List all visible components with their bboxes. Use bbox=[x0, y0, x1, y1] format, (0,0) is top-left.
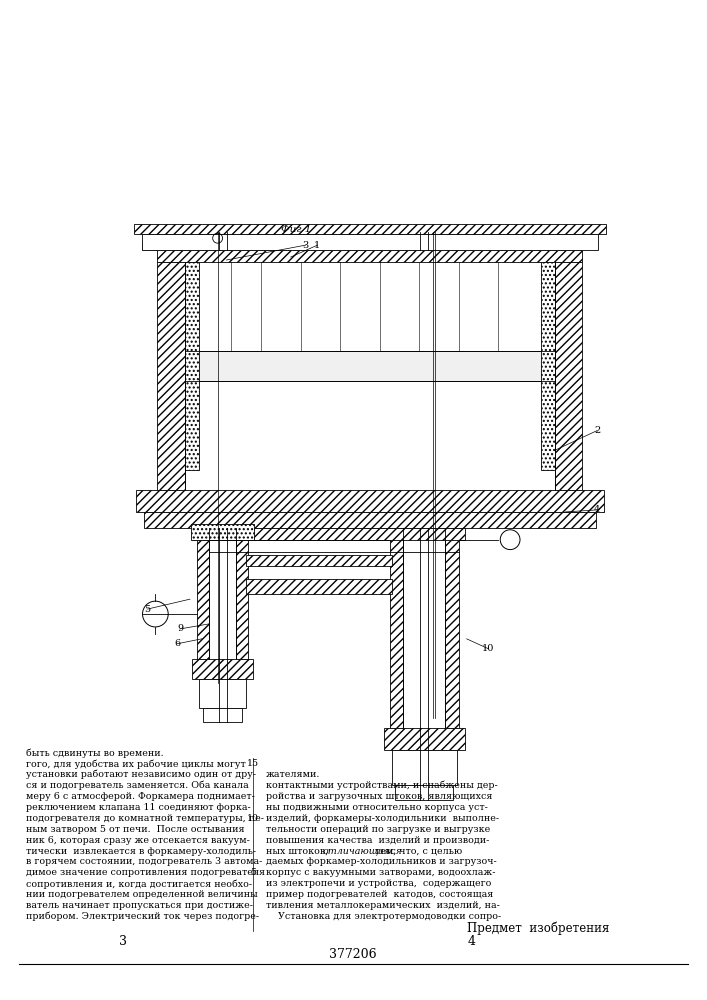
Bar bbox=[279, 242, 303, 250]
Text: 3: 3 bbox=[119, 935, 127, 948]
Text: ся и подогреватель заменяется. Оба канала: ся и подогреватель заменяется. Оба канал… bbox=[26, 781, 249, 790]
Bar bbox=[554, 262, 583, 490]
Text: тельности операций по загрузке и выгрузке: тельности операций по загрузке и выгрузк… bbox=[266, 825, 490, 834]
Bar bbox=[390, 528, 404, 728]
Text: пример подогревателей  катодов, состоящая: пример подогревателей катодов, состоящая bbox=[266, 890, 493, 899]
Text: ройства и загрузочных штоков, являющихся: ройства и загрузочных штоков, являющихся bbox=[266, 792, 493, 801]
Text: корпус с вакуумными затворами, водоохлаж-: корпус с вакуумными затворами, водоохлаж… bbox=[266, 868, 496, 877]
Text: жателями.: жателями. bbox=[266, 770, 320, 779]
Bar bbox=[370, 242, 395, 250]
Text: реключением клапана 11 соединяют форка-: реключением клапана 11 соединяют форка- bbox=[26, 803, 251, 812]
Bar bbox=[384, 728, 464, 750]
Text: в горячем состоянии, подогреватель 3 автома-: в горячем состоянии, подогреватель 3 авт… bbox=[26, 857, 262, 866]
Text: Установка для электротермодоводки сопро-: Установка для электротермодоводки сопро- bbox=[266, 912, 501, 921]
Text: быть сдвинуты во времени.: быть сдвинуты во времени. bbox=[26, 748, 163, 758]
Text: из электропечи и устройства,  содержащего: из электропечи и устройства, содержащего bbox=[266, 879, 491, 888]
Text: Предмет  изобретения: Предмет изобретения bbox=[467, 922, 609, 935]
Bar bbox=[141, 234, 598, 250]
Bar bbox=[203, 708, 243, 722]
Bar bbox=[246, 555, 392, 566]
Text: 5: 5 bbox=[250, 868, 256, 877]
Text: 9: 9 bbox=[177, 624, 183, 633]
Text: даемых форкамер-холодильников и загрузоч-: даемых форкамер-холодильников и загрузоч… bbox=[266, 857, 497, 866]
Text: ным затвором 5 от печи.  После остывания: ным затвором 5 от печи. После остывания bbox=[26, 825, 245, 834]
Text: 377206: 377206 bbox=[329, 948, 377, 961]
Bar bbox=[158, 250, 583, 262]
Bar bbox=[197, 528, 209, 659]
Bar bbox=[233, 242, 258, 250]
Text: 4: 4 bbox=[594, 505, 600, 514]
Bar bbox=[158, 262, 185, 490]
Text: 10: 10 bbox=[247, 814, 259, 823]
Bar bbox=[192, 659, 253, 679]
Bar bbox=[395, 785, 452, 800]
Bar bbox=[246, 579, 392, 594]
Text: ватель начинает пропускаться при достиже-: ватель начинает пропускаться при достиже… bbox=[26, 901, 253, 910]
Text: ник 6, которая сразу же отсекается вакуум-: ник 6, которая сразу же отсекается вакуу… bbox=[26, 836, 250, 845]
Text: прибором. Электрический ток через подогре-: прибором. Электрический ток через подогр… bbox=[26, 912, 259, 921]
Bar bbox=[144, 512, 596, 528]
Text: контактными устройствами, и снабжены дер-: контактными устройствами, и снабжены дер… bbox=[266, 781, 498, 790]
Bar bbox=[187, 242, 212, 250]
Text: ны подвижными относительно корпуса уст-: ны подвижными относительно корпуса уст- bbox=[266, 803, 488, 812]
Bar bbox=[416, 242, 440, 250]
Bar bbox=[134, 224, 606, 234]
Bar bbox=[507, 242, 532, 250]
Bar bbox=[199, 679, 246, 708]
Text: Фиг 1: Фиг 1 bbox=[281, 225, 311, 234]
Text: 6: 6 bbox=[174, 639, 180, 648]
Text: 2: 2 bbox=[594, 426, 600, 435]
Bar bbox=[136, 490, 604, 512]
Text: 15: 15 bbox=[247, 759, 259, 768]
Text: тивления металлокерамических  изделий, на-: тивления металлокерамических изделий, на… bbox=[266, 901, 500, 910]
Bar bbox=[236, 528, 248, 659]
Text: 10: 10 bbox=[482, 644, 495, 653]
Bar bbox=[141, 242, 167, 250]
Text: подогревателя до комнатной температуры, пе-: подогревателя до комнатной температуры, … bbox=[26, 814, 264, 823]
Text: тем, что, с целью: тем, что, с целью bbox=[372, 847, 462, 856]
Text: 1: 1 bbox=[315, 241, 320, 250]
Bar bbox=[185, 262, 199, 470]
Bar bbox=[461, 242, 486, 250]
Text: 4: 4 bbox=[467, 935, 476, 948]
Bar bbox=[324, 242, 349, 250]
Text: сопротивления и, когда достигается необхо-: сопротивления и, когда достигается необх… bbox=[26, 879, 252, 889]
Text: 5: 5 bbox=[144, 605, 151, 614]
Text: нии подогревателем определенной величины: нии подогревателем определенной величины bbox=[26, 890, 257, 899]
Bar bbox=[445, 528, 459, 728]
Text: гого, для удобства их рабочие циклы могут: гого, для удобства их рабочие циклы могу… bbox=[26, 759, 245, 769]
Text: димое значение сопротивления подогревателя: димое значение сопротивления подогревате… bbox=[26, 868, 265, 877]
Text: изделий, форкамеры-холодильники  выполне-: изделий, форкамеры-холодильники выполне- bbox=[266, 814, 499, 823]
Bar bbox=[185, 351, 554, 381]
Text: меру 6 с атмосферой. Форкамера поднимает-: меру 6 с атмосферой. Форкамера поднимает… bbox=[26, 792, 255, 801]
Text: повышения качества  изделий и производи-: повышения качества изделий и производи- bbox=[266, 836, 489, 845]
Bar bbox=[191, 524, 255, 540]
Text: отличающаяся: отличающаяся bbox=[322, 847, 402, 856]
Bar bbox=[552, 242, 578, 250]
Bar bbox=[541, 262, 554, 470]
Bar bbox=[192, 528, 464, 540]
Text: тически  извлекается в форкамеру-холодиль-: тически извлекается в форкамеру-холодиль… bbox=[26, 847, 256, 856]
Text: ных штоков,: ных штоков, bbox=[266, 847, 332, 856]
Text: установки работают независимо один от дру-: установки работают независимо один от др… bbox=[26, 770, 256, 779]
Bar bbox=[392, 750, 457, 785]
Text: 3: 3 bbox=[303, 241, 309, 250]
